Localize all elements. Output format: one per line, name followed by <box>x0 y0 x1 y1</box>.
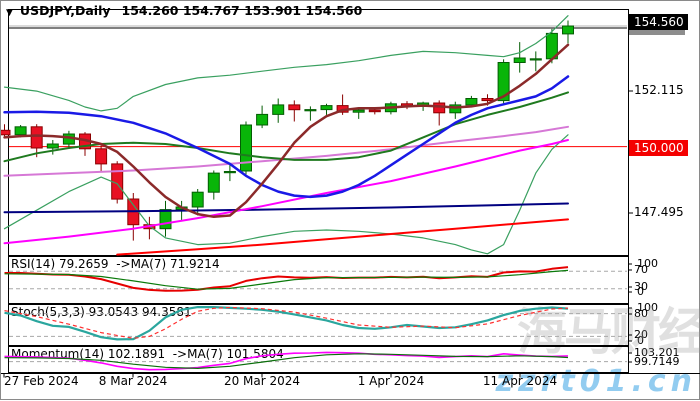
main-chart-panel[interactable] <box>8 9 628 256</box>
price-axis-label: 100 <box>637 301 658 314</box>
stochastic-indicator-label: Stoch(5,3,3) 93.0543 94.3581 <box>11 305 192 319</box>
time-axis-label: 8 Mar 2024 <box>98 374 168 388</box>
price-axis: 154.560 150.000 152.115 147.495 100 70 30 0 10… <box>628 1 700 401</box>
symbol-period-label: USDJPY,Daily <box>19 3 111 18</box>
price-axis-label: 99.7149 <box>634 355 680 368</box>
watermark-chinese: 海马财经 <box>517 303 700 361</box>
price-axis-label: 80 <box>634 307 648 320</box>
price-axis-label: 100 <box>637 257 658 270</box>
time-axis-label: 1 Apr 2024 <box>357 374 425 388</box>
hidden-price-label <box>629 30 685 35</box>
level-price-label: 150.000 <box>629 140 688 156</box>
rsi-indicator-label: RSI(14) 79.2659 ->MA(7) 71.9214 <box>11 257 220 271</box>
price-axis-label: 70 <box>634 263 648 276</box>
ohlc-values: 154.260 154.767 153.901 154.560 <box>121 3 363 18</box>
time-axis-label: 20 Mar 2024 <box>223 374 301 388</box>
price-axis-label: 30 <box>634 280 648 293</box>
chart-title: ▼ USDJPY,Daily 154.260 154.767 153.901 154… <box>6 3 362 18</box>
price-axis-label: 103.201 <box>634 346 680 359</box>
current-price-label: 154.560 <box>629 14 688 30</box>
price-axis-label: 152.115 <box>634 83 684 97</box>
price-axis-label: 147.495 <box>634 205 684 219</box>
price-axis-label: 0 <box>637 334 644 347</box>
symbol-dropdown-icon[interactable]: ▼ <box>6 8 13 18</box>
price-axis-label: 20 <box>634 328 648 341</box>
price-axis-label: 0 <box>637 285 644 298</box>
time-axis-label: 27 Feb 2024 <box>4 374 79 388</box>
momentum-indicator-label: Momentum(14) 102.1891 ->MA(7) 101.5804 <box>11 347 284 361</box>
time-axis: 27 Feb 2024 8 Mar 2024 20 Mar 2024 1 Apr 20… <box>1 375 700 391</box>
time-axis-label: 11 Apr 2024 <box>482 374 558 388</box>
